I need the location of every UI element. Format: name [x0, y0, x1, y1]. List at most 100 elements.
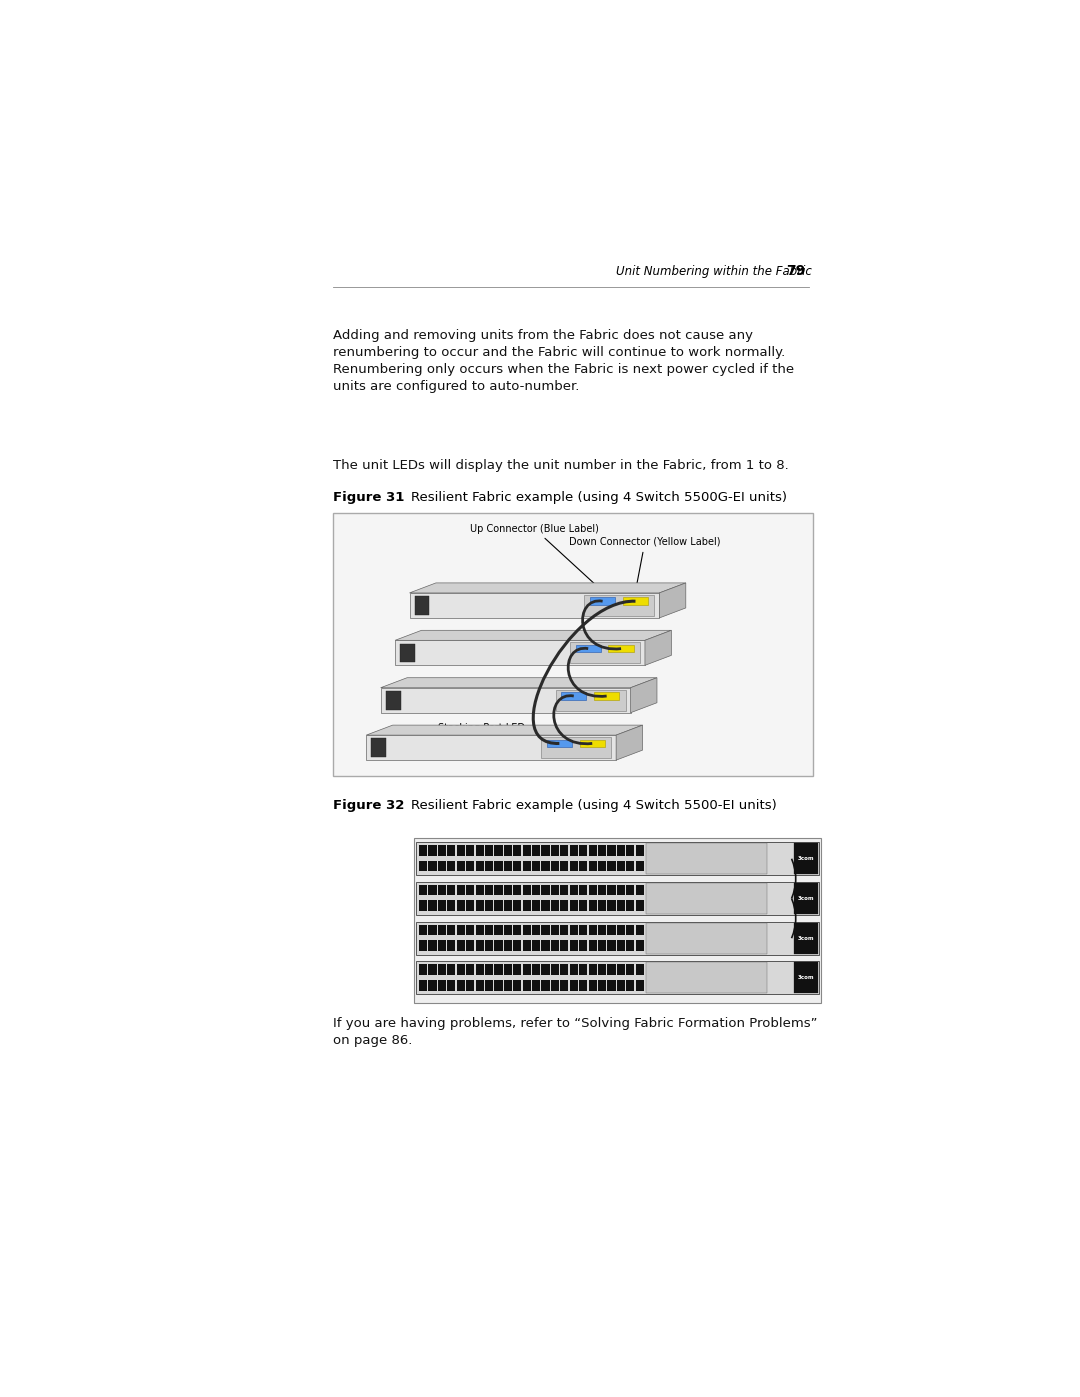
Bar — [617, 925, 625, 935]
Bar — [447, 884, 456, 895]
Bar — [532, 940, 540, 951]
Bar — [576, 645, 600, 652]
Text: Resilient Fabric example (using 4 Switch 5500G-EI units): Resilient Fabric example (using 4 Switch… — [394, 490, 786, 504]
Text: Stacking Port LED: Stacking Port LED — [438, 724, 577, 750]
Text: 3com: 3com — [797, 975, 814, 981]
Bar — [475, 901, 484, 911]
Bar — [561, 940, 568, 951]
Bar — [589, 964, 596, 975]
Bar — [419, 964, 428, 975]
Bar — [419, 884, 428, 895]
Bar — [794, 883, 818, 914]
Bar — [607, 925, 616, 935]
Bar — [589, 861, 596, 872]
Bar — [617, 901, 625, 911]
Bar — [447, 901, 456, 911]
Bar — [386, 692, 401, 710]
Bar — [626, 964, 634, 975]
Bar — [419, 845, 428, 856]
Bar — [503, 901, 512, 911]
Bar — [485, 925, 494, 935]
Bar — [485, 964, 494, 975]
Bar — [457, 901, 464, 911]
Bar — [626, 884, 634, 895]
Bar — [626, 940, 634, 951]
Bar — [503, 845, 512, 856]
Bar — [475, 964, 484, 975]
Bar — [437, 925, 446, 935]
Bar — [485, 861, 494, 872]
Bar — [532, 979, 540, 990]
Bar — [419, 979, 428, 990]
Bar — [457, 964, 464, 975]
Bar — [589, 925, 596, 935]
Bar — [551, 901, 559, 911]
Bar — [569, 901, 578, 911]
Text: 79: 79 — [786, 264, 806, 278]
Bar — [503, 964, 512, 975]
Bar — [475, 940, 484, 951]
Bar — [400, 644, 415, 662]
Bar — [419, 901, 428, 911]
Bar — [608, 645, 634, 652]
Bar — [495, 925, 502, 935]
Text: on page 86.: on page 86. — [333, 1034, 411, 1046]
Bar — [447, 940, 456, 951]
Bar — [513, 901, 522, 911]
Bar — [495, 940, 502, 951]
Bar — [457, 861, 464, 872]
Bar — [590, 598, 616, 605]
Bar — [429, 925, 436, 935]
Bar — [485, 979, 494, 990]
Bar — [414, 838, 821, 1003]
Text: The unit LEDs will display the unit number in the Fabric, from 1 to 8.: The unit LEDs will display the unit numb… — [333, 458, 788, 472]
Bar — [636, 845, 644, 856]
Bar — [607, 901, 616, 911]
Text: 3com: 3com — [797, 856, 814, 861]
Polygon shape — [380, 678, 657, 687]
Bar — [626, 901, 634, 911]
Bar — [457, 940, 464, 951]
Bar — [503, 884, 512, 895]
Bar — [513, 925, 522, 935]
Bar — [626, 861, 634, 872]
Bar — [598, 964, 606, 975]
Bar — [532, 964, 540, 975]
Polygon shape — [380, 687, 631, 712]
Bar — [416, 842, 820, 876]
Bar — [551, 940, 559, 951]
Bar — [607, 979, 616, 990]
Bar — [437, 861, 446, 872]
Polygon shape — [366, 735, 616, 760]
Text: Down Connector (Yellow Label): Down Connector (Yellow Label) — [569, 536, 720, 588]
Bar — [551, 884, 559, 895]
Bar — [617, 861, 625, 872]
Bar — [513, 884, 522, 895]
Bar — [523, 925, 530, 935]
Bar — [416, 882, 820, 915]
Bar — [503, 861, 512, 872]
Bar — [579, 925, 588, 935]
Bar — [794, 922, 818, 954]
Bar — [485, 901, 494, 911]
Bar — [419, 925, 428, 935]
Bar — [485, 845, 494, 856]
Bar — [607, 940, 616, 951]
Bar — [584, 595, 654, 616]
Bar — [541, 845, 550, 856]
Bar — [333, 513, 813, 775]
Bar — [447, 964, 456, 975]
Bar — [551, 861, 559, 872]
Bar — [437, 979, 446, 990]
Bar — [429, 979, 436, 990]
Bar — [467, 901, 474, 911]
Bar — [437, 940, 446, 951]
Bar — [598, 925, 606, 935]
Bar — [569, 964, 578, 975]
Bar — [429, 901, 436, 911]
Bar — [546, 739, 572, 747]
Polygon shape — [616, 725, 643, 760]
Bar — [532, 845, 540, 856]
Bar — [551, 925, 559, 935]
Bar — [555, 690, 625, 711]
